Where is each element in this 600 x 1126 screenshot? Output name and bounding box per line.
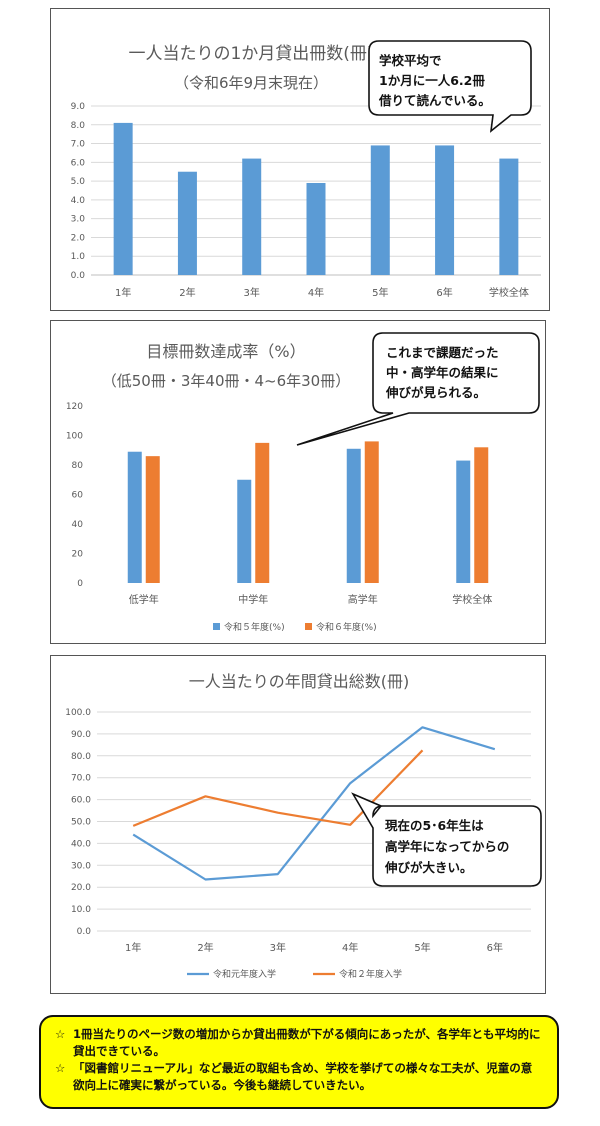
callout-line: これまで課題だった (386, 345, 499, 360)
bar (456, 460, 471, 583)
x-tick-label: 3年 (270, 941, 286, 954)
note-text: 1冊当たりのページ数の増加からか貸出冊数が下がる傾向にあったが、各学年とも平均的… (73, 1027, 541, 1058)
callout-line: 学校平均で (379, 53, 442, 68)
callout-line: 現在の5･6年生は (385, 818, 484, 833)
monthly-loans-chart: 一人当たりの1か月貸出冊数(冊) （令和6年9月末現在） 0.0 1.0 2.0 3.… (71, 40, 541, 299)
bar (499, 158, 519, 275)
y-tick-label: 5.0 (71, 177, 86, 187)
note-line: ☆ 「図書館リニューアル」など最近の取組も含め、学校を挙げての様々な工夫が、児童… (55, 1060, 543, 1094)
y-tick-label: 120 (66, 402, 83, 412)
y-tick-label: 8.0 (71, 121, 86, 131)
chart-subtitle: （低50冊・3年40冊・4~6年30冊） (102, 372, 350, 390)
y-tick-label: 0.0 (71, 271, 86, 281)
y-tick-label: 10.0 (71, 905, 91, 915)
bar (346, 448, 361, 583)
y-tick-label: 4.0 (71, 196, 86, 206)
y-tick-label: 50.0 (71, 818, 91, 828)
chart-title: 目標冊数達成率（%） (146, 342, 305, 361)
chart-panel-annual-loans: 一人当たりの年間貸出総数(冊) 0.0 10.0 20.0 30.0 40.0 50.0 6… (50, 655, 546, 994)
star-icon: ☆ (55, 1061, 66, 1075)
y-tick-label: 100.0 (65, 708, 91, 718)
x-tick-label: 学校全体 (489, 286, 529, 299)
legend-label: 令和２年度入学 (339, 968, 402, 980)
y-tick-label: 40.0 (71, 839, 91, 849)
y-tick-label: 0.0 (77, 927, 92, 937)
legend-label: 令和６年度(%) (316, 621, 377, 633)
x-tick-label: 1年 (125, 941, 141, 954)
callout-bubble: 現在の5･6年生は 高学年になってからの 伸びが大きい。 (351, 792, 542, 887)
x-tick-label: 低学年 (129, 593, 159, 606)
y-tick-label: 80.0 (71, 752, 91, 762)
x-tick-label: 中学年 (238, 593, 268, 606)
bar (145, 456, 160, 583)
y-tick-label: 0 (77, 579, 83, 589)
callout-bubble: 学校平均で 1か月に一人6.2冊 借りて読んでいる。 (368, 40, 532, 133)
chart-subtitle: （令和6年9月末現在） (174, 74, 328, 92)
x-tick-label: 1年 (115, 286, 131, 299)
x-tick-label: 4年 (308, 286, 324, 299)
y-tick-label: 30.0 (71, 861, 91, 871)
y-tick-label: 60.0 (71, 796, 91, 806)
bar (113, 122, 133, 276)
target-achievement-chart: 目標冊数達成率（%） （低50冊・3年40冊・4~6年30冊） 0 20 40 60 8… (66, 332, 540, 633)
callout-line: 伸びが大きい。 (384, 860, 473, 875)
legend-label: 令和元年度入学 (213, 968, 276, 980)
callout-line: 1か月に一人6.2冊 (379, 73, 485, 88)
chart-title: 一人当たりの年間貸出総数(冊) (189, 672, 410, 691)
bar (306, 182, 326, 275)
legend-label: 令和５年度(%) (224, 621, 285, 633)
bar (177, 171, 197, 275)
legend-swatch (213, 623, 220, 630)
y-tick-label: 3.0 (71, 215, 86, 225)
bar (127, 451, 142, 583)
bar (255, 442, 270, 583)
y-tick-label: 60 (72, 491, 84, 501)
y-tick-label: 20 (72, 550, 84, 560)
callout-line: 中・高学年の結果に (386, 365, 499, 380)
y-tick-label: 20.0 (71, 883, 91, 893)
y-tick-label: 40 (72, 520, 84, 530)
bar (474, 447, 489, 583)
x-tick-label: 5年 (372, 286, 388, 299)
x-tick-label: 2年 (197, 941, 213, 954)
callout-line: 借りて読んでいる。 (378, 93, 491, 108)
callout-line: 高学年になってからの (385, 839, 509, 854)
bar (435, 145, 455, 275)
note-line: ☆ 1冊当たりのページ数の増加からか貸出冊数が下がる傾向にあったが、各学年とも平… (55, 1026, 543, 1060)
callout-bubble: これまで課題だった 中・高学年の結果に 伸びが見られる。 (296, 332, 540, 446)
y-tick-label: 6.0 (71, 158, 86, 168)
bar (370, 145, 390, 275)
x-tick-label: 高学年 (348, 593, 378, 606)
star-icon: ☆ (55, 1027, 66, 1041)
series-line (132, 749, 424, 827)
summary-note: ☆ 1冊当たりのページ数の増加からか貸出冊数が下がる傾向にあったが、各学年とも平… (39, 1015, 559, 1109)
y-tick-label: 80 (72, 461, 84, 471)
y-tick-label: 100 (66, 432, 83, 442)
annual-loans-chart: 一人当たりの年間貸出総数(冊) 0.0 10.0 20.0 30.0 40.0 50.0 6… (65, 672, 542, 980)
chart-panel-monthly-loans: 一人当たりの1か月貸出冊数(冊) （令和6年9月末現在） 0.0 1.0 2.0 3.… (50, 8, 550, 311)
chart-title: 一人当たりの1か月貸出冊数(冊) (128, 44, 373, 64)
bar (237, 479, 252, 583)
y-tick-label: 9.0 (71, 102, 86, 112)
series-line (132, 726, 496, 881)
bar (242, 158, 262, 275)
y-tick-label: 2.0 (71, 233, 86, 243)
x-tick-label: 学校全体 (452, 593, 492, 606)
y-tick-label: 70.0 (71, 774, 91, 784)
x-tick-label: 5年 (414, 941, 430, 954)
legend-swatch (305, 623, 312, 630)
x-tick-label: 6年 (436, 286, 452, 299)
x-tick-label: 2年 (179, 286, 195, 299)
x-tick-label: 6年 (487, 941, 503, 954)
y-tick-label: 7.0 (71, 140, 86, 150)
note-text: 「図書館リニューアル」など最近の取組も含め、学校を挙げての様々な工夫が、児童の意… (73, 1061, 533, 1092)
bar (364, 441, 379, 583)
y-tick-label: 90.0 (71, 730, 91, 740)
x-tick-label: 4年 (342, 941, 358, 954)
x-tick-label: 3年 (244, 286, 260, 299)
chart-panel-target-achievement: 目標冊数達成率（%） （低50冊・3年40冊・4~6年30冊） 0 20 40 60 8… (50, 320, 546, 644)
callout-line: 伸びが見られる。 (385, 385, 486, 400)
y-tick-label: 1.0 (71, 252, 86, 262)
